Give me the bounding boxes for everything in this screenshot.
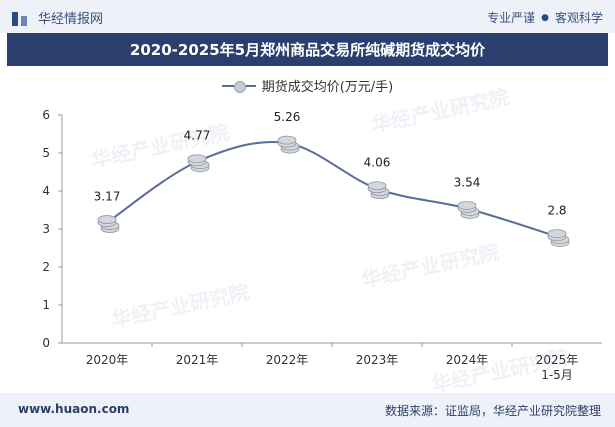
y-tick-label: 5 (42, 146, 50, 160)
slogan-left: 专业严谨 (487, 11, 536, 25)
y-tick-label: 3 (42, 222, 50, 236)
y-tick-label: 0 (42, 336, 50, 350)
slogan-right: 客观科学 (554, 11, 603, 25)
footer-source: 数据来源：证监局，华经产业研究院整理 (384, 404, 601, 418)
y-tick-label: 6 (42, 108, 50, 122)
brand: 华经情报网 (12, 8, 103, 27)
series-line (106, 141, 558, 238)
brand-name: 华经情报网 (38, 12, 104, 27)
footer: www.huaon.com 数据来源：证监局，华经产业研究院整理 (0, 393, 615, 427)
y-tick-label: 2 (42, 260, 50, 274)
legend-line-icon (221, 80, 256, 93)
y-tick-label: 4 (42, 184, 50, 198)
x-tick-label: 2022年 (266, 353, 309, 367)
slogan: 专业严谨 ● 客观科学 (487, 9, 603, 26)
data-label: 3.17 (94, 190, 121, 204)
brand-logo-icon (12, 10, 30, 26)
x-tick-label: 2025年 1-5月 (536, 353, 579, 382)
title-bar: 2020-2025年5月郑州商品交易所纯碱期货成交均价 (7, 33, 608, 66)
x-tick-label: 2020年 (86, 353, 129, 367)
x-tick-label: 2024年 (446, 353, 489, 367)
data-label: 3.54 (454, 175, 481, 189)
data-point-coin-icon (457, 201, 480, 219)
data-point-coin-icon (277, 135, 300, 154)
data-label: 2.8 (547, 204, 566, 218)
chart-legend: 期货成交均价(万元/手) (0, 76, 615, 95)
y-tick-label: 1 (42, 298, 50, 312)
line-chart: 0 1 2 3 4 5 6 2020年 2021年 2022年 2023年 2024年 2025年 1-5… (42, 108, 602, 382)
legend-label: 期货成交均价(万元/手) (261, 80, 394, 95)
x-tick-label: 2023年 (356, 353, 399, 367)
slogan-dot-icon: ● (541, 12, 549, 23)
data-label: 4.06 (364, 156, 391, 170)
footer-url: www.huaon.com (18, 402, 130, 416)
data-label: 5.26 (274, 110, 301, 124)
data-point-coin-icon (547, 229, 570, 248)
data-point-coin-icon (97, 215, 120, 233)
data-point-coin-icon (367, 181, 390, 200)
chart-title: 2020-2025年5月郑州商品交易所纯碱期货成交均价 (129, 41, 486, 59)
data-label: 4.77 (184, 129, 211, 143)
top-bar: 华经情报网 专业严谨 ● 客观科学 (0, 0, 615, 33)
data-point-coin-icon (187, 154, 210, 173)
x-tick-label: 2021年 (176, 353, 219, 367)
